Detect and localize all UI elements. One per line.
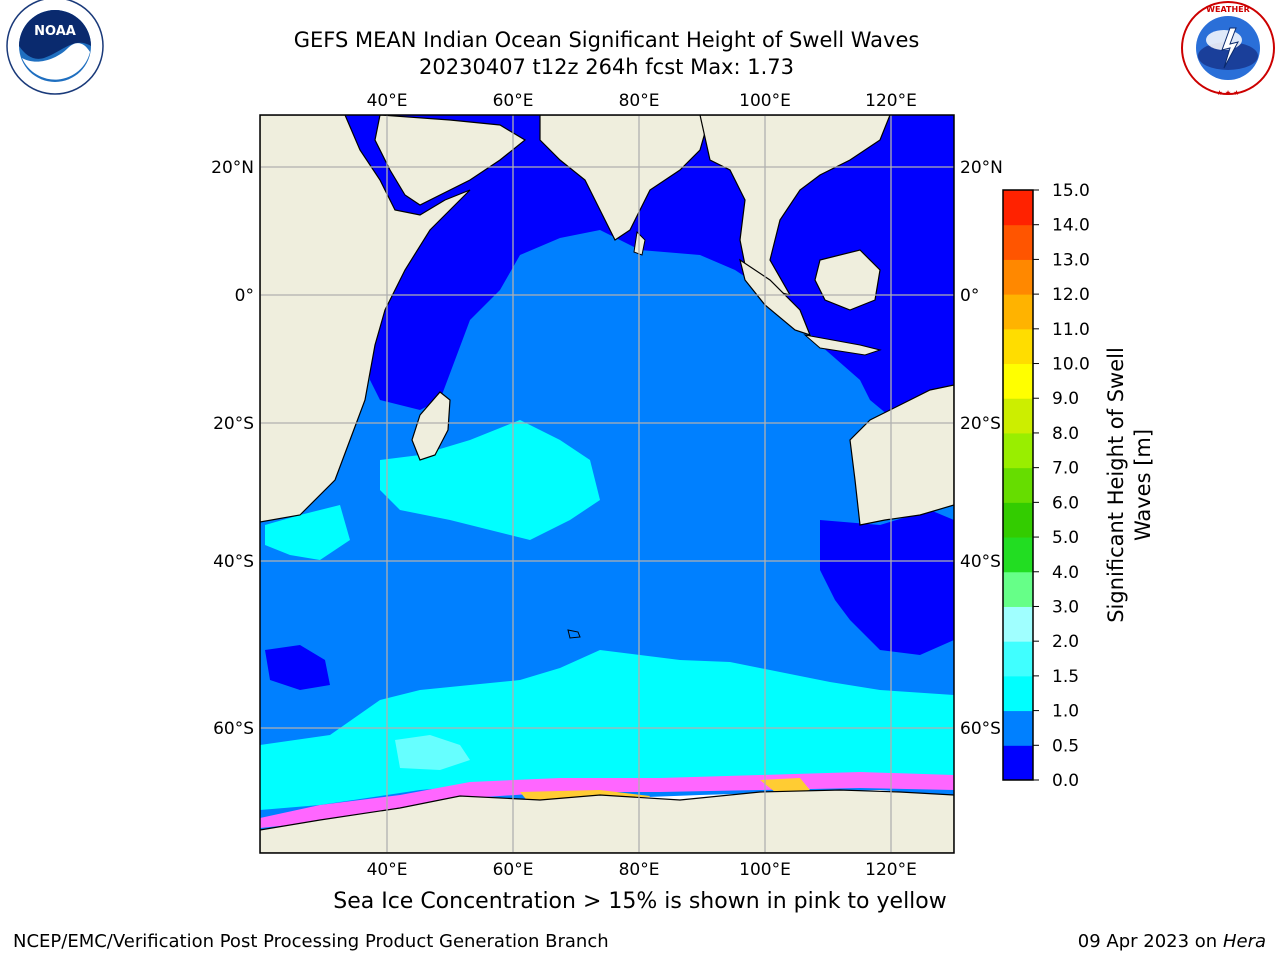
lat-label: 20°N	[211, 158, 254, 178]
colorbar-tick-label: 0.0	[1052, 771, 1079, 791]
colorbar-swatch	[1003, 641, 1033, 677]
colorbar-tick-label: 14.0	[1052, 216, 1090, 236]
low-swell-east-patches	[820, 510, 954, 655]
colorbar-swatch	[1003, 710, 1033, 746]
land-madagascar	[411, 391, 451, 461]
map-frame	[259, 114, 955, 854]
colorbar-tick-label: 1.5	[1052, 667, 1079, 687]
svg-text:WEATHER: WEATHER	[1206, 5, 1250, 14]
footer-date-text: 09 Apr 2023 on	[1077, 931, 1218, 952]
colorbar-label: Significant Height of Swell Waves [m]	[1104, 347, 1155, 623]
colorbar-tick-label: 15.0	[1052, 181, 1090, 201]
lon-label: 120°E	[865, 91, 917, 111]
colorbar-swatch	[1003, 328, 1033, 365]
map-subtitle: 20230407 t12z 264h fcst Max: 1.73	[419, 55, 794, 79]
lat-label: 40°S	[960, 552, 1001, 572]
map-layers	[260, 115, 954, 853]
colorbar-swatch	[1003, 537, 1033, 573]
colorbar-tick-label: 13.0	[1052, 250, 1090, 270]
colorbar-swatch	[1003, 432, 1033, 469]
lon-label: 80°E	[619, 91, 660, 111]
colorbar-swatch	[1003, 363, 1033, 399]
lon-label: 60°E	[493, 860, 534, 880]
lon-label: 100°E	[739, 91, 791, 111]
colorbar-label-line2: Waves [m]	[1131, 429, 1155, 541]
nws-logo: WEATHER ★ ★ ★	[1181, 1, 1275, 97]
lon-labels-top: 40°E 60°E 80°E 100°E 120°E	[367, 91, 917, 111]
lat-labels-right: 20°N 0° 20°S 40°S 60°S	[960, 158, 1003, 739]
colorbar-tick-label: 5.0	[1052, 528, 1079, 548]
colorbar-swatch	[1003, 224, 1033, 260]
svg-text:★ ★ ★: ★ ★ ★	[1216, 89, 1239, 97]
footer-machine: Hera	[1222, 931, 1266, 952]
lat-label: 20°S	[213, 414, 254, 434]
lat-label: 60°S	[213, 719, 254, 739]
colorbar-tick-label: 0.5	[1052, 736, 1079, 756]
lat-labels-left: 20°N 0° 20°S 40°S 60°S	[211, 158, 254, 739]
colorbar-tick-label: 8.0	[1052, 424, 1079, 444]
footer-producer: NCEP/EMC/Verification Post Processing Pr…	[13, 931, 609, 952]
land-antarctica	[260, 789, 954, 853]
lon-label: 40°E	[367, 860, 408, 880]
lon-labels-bottom: 40°E 60°E 80°E 100°E 120°E	[367, 860, 917, 880]
colorbar-tick-label: 3.0	[1052, 597, 1079, 617]
colorbar-swatch	[1003, 571, 1033, 607]
graticule	[260, 115, 954, 853]
colorbar-tick-label: 4.0	[1052, 563, 1079, 583]
colorbar: 0.0 0.5 1.0 1.5 2.0 3.0 4.0 5.0 6.0 7.0 8.0 9.0 10.0…	[1002, 181, 1090, 791]
map-title: GEFS MEAN Indian Ocean Significant Heigh…	[293, 28, 920, 52]
land-kerguelen	[567, 629, 581, 639]
land-australia	[849, 384, 954, 526]
colorbar-tick-label: 6.0	[1052, 493, 1079, 513]
noaa-logo-text: NOAA	[34, 24, 76, 39]
colorbar-swatch	[1003, 502, 1033, 538]
colorbar-tick-label: 10.0	[1052, 355, 1090, 375]
lon-label: 120°E	[865, 860, 917, 880]
colorbar-swatch	[1003, 467, 1033, 503]
colorbar-swatch	[1003, 745, 1033, 781]
colorbar-tick-label: 11.0	[1052, 320, 1090, 340]
lon-label: 100°E	[739, 860, 791, 880]
land-sumatra	[739, 258, 812, 336]
lon-label: 80°E	[619, 860, 660, 880]
colorbar-tick-label: 7.0	[1052, 459, 1079, 479]
colorbar-frame	[1002, 189, 1034, 781]
colorbar-label-line1: Significant Height of Swell	[1104, 347, 1128, 623]
land-india	[539, 115, 711, 241]
lon-label: 60°E	[493, 91, 534, 111]
land-southeast-asia	[699, 115, 891, 296]
lat-label: 20°S	[960, 414, 1001, 434]
sea-ice-note: Sea Ice Concentration > 15% is shown in …	[333, 889, 947, 914]
lat-label: 60°S	[960, 719, 1001, 739]
low-swell-southwest-patch	[265, 645, 330, 690]
colorbar-swatch	[1003, 190, 1033, 226]
light-cyan-patch	[395, 735, 470, 770]
lat-label: 0°	[235, 286, 254, 306]
colorbar-tick-label: 12.0	[1052, 285, 1090, 305]
colorbar-tick-label: 2.0	[1052, 632, 1079, 652]
cyan-swell-west-patch	[265, 505, 350, 560]
colorbar-tick-label: 9.0	[1052, 389, 1079, 409]
colorbar-swatch	[1003, 259, 1033, 295]
cyan-swell-mid-patches	[380, 420, 600, 540]
lat-label: 40°S	[213, 552, 254, 572]
noaa-logo: NOAA	[6, 0, 104, 95]
colorbar-swatch	[1003, 675, 1033, 712]
land-java	[803, 334, 882, 356]
colorbar-tick-label: 1.0	[1052, 702, 1079, 722]
colorbar-swatch	[1003, 606, 1033, 642]
lat-label: 20°N	[960, 158, 1003, 178]
lon-label: 40°E	[367, 91, 408, 111]
lat-label: 0°	[960, 286, 979, 306]
land-africa	[260, 115, 471, 523]
colorbar-swatch	[1003, 294, 1033, 330]
cyan-swell-south	[260, 650, 954, 810]
colorbar-swatch	[1003, 398, 1033, 434]
footer-date: 09 Apr 2023 on Hera	[1078, 931, 1266, 952]
